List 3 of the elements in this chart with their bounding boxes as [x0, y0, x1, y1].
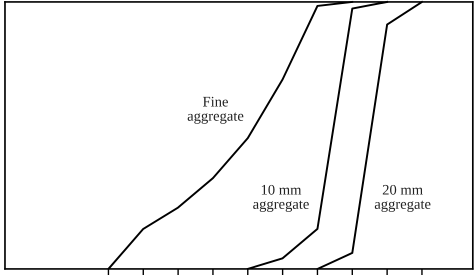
series-label: 10 mm aggregate — [253, 184, 309, 212]
series-label: 20 mm aggregate — [374, 184, 430, 212]
series-label: Fine aggregate — [188, 96, 244, 124]
